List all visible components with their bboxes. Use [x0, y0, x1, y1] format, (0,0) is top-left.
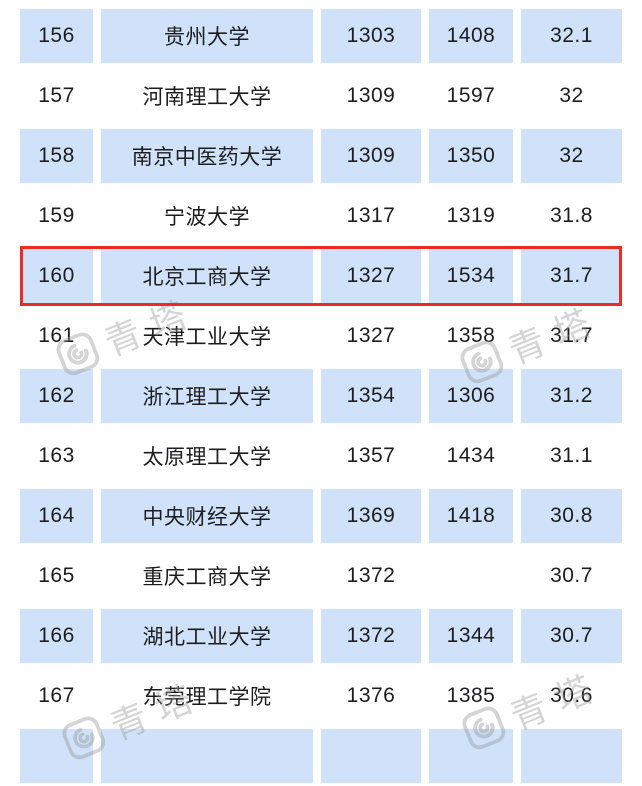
cell-rank: 157	[38, 84, 75, 107]
cell-value1: 1369	[321, 486, 421, 546]
table-row: 167 东莞理工学院 1376 1385 30.6	[20, 666, 622, 726]
cell-name: 河南理工大学	[142, 86, 272, 109]
cell-value1: 1372	[346, 564, 396, 587]
cell-value1: 1309	[321, 126, 421, 186]
cell-value2	[429, 546, 513, 606]
cell-score: 31.2	[521, 366, 622, 426]
cell-value1: 1376	[346, 684, 396, 707]
cell-rank: 164	[20, 486, 93, 546]
table-row: 161 天津工业大学 1327 1358 31.7	[20, 306, 622, 366]
cell-score	[521, 726, 622, 786]
cell-rank: 162	[20, 366, 93, 426]
cell-score: 31.1	[550, 444, 593, 467]
cell-value1: 1309	[346, 84, 396, 107]
cell-name: 浙江理工大学	[101, 366, 313, 426]
cell-name: 贵州大学	[101, 6, 313, 66]
cell-rank: 163	[38, 444, 75, 467]
cell-value1: 1357	[346, 444, 396, 467]
cell-rank: 165	[38, 564, 75, 587]
cell-name: 中央财经大学	[101, 486, 313, 546]
cell-score: 31.8	[550, 204, 593, 227]
cell-value2: 1358	[446, 324, 496, 347]
cell-name: 东莞理工学院	[142, 686, 272, 709]
cell-rank: 159	[38, 204, 75, 227]
cell-value2: 1306	[429, 366, 513, 426]
cell-name: 南京中医药大学	[101, 126, 313, 186]
table-row: 158 南京中医药大学 1309 1350 32	[20, 126, 622, 186]
cell-value1: 1303	[321, 6, 421, 66]
cell-value2: 1534	[429, 246, 513, 306]
cell-value1: 1354	[321, 366, 421, 426]
cell-rank	[20, 726, 93, 786]
table-row	[20, 726, 622, 786]
cell-score: 30.7	[521, 606, 622, 666]
cell-value2: 1418	[429, 486, 513, 546]
cell-value1: 1372	[321, 606, 421, 666]
cell-name: 天津工业大学	[142, 326, 272, 349]
ranking-table: 156 贵州大学 1303 1408 32.1 157 河南理工大学 1309 1597 32 15…	[20, 6, 622, 786]
cell-value1: 1317	[346, 204, 396, 227]
table-row-highlighted: 160 北京工商大学 1327 1534 31.7	[20, 246, 622, 306]
cell-score: 32	[521, 126, 622, 186]
cell-rank: 160	[20, 246, 93, 306]
cell-value2: 1434	[446, 444, 496, 467]
cell-score: 32	[559, 84, 584, 107]
cell-name: 湖北工业大学	[101, 606, 313, 666]
cell-name	[101, 726, 313, 786]
cell-name: 宁波大学	[164, 206, 250, 229]
cell-value2: 1385	[446, 684, 496, 707]
cell-score: 30.6	[550, 684, 593, 707]
cell-value2	[429, 726, 513, 786]
cell-value2: 1408	[429, 6, 513, 66]
cell-score: 30.7	[550, 564, 593, 587]
table-row: 162 浙江理工大学 1354 1306 31.2	[20, 366, 622, 426]
cell-score: 31.7	[521, 246, 622, 306]
cell-value2: 1597	[446, 84, 496, 107]
cell-value2: 1319	[446, 204, 496, 227]
cell-rank: 166	[20, 606, 93, 666]
table-row: 166 湖北工业大学 1372 1344 30.7	[20, 606, 622, 666]
cell-score: 31.7	[550, 324, 593, 347]
cell-value1: 1327	[346, 324, 396, 347]
cell-score: 32.1	[521, 6, 622, 66]
cell-value2: 1350	[429, 126, 513, 186]
table-row: 157 河南理工大学 1309 1597 32	[20, 66, 622, 126]
cell-rank: 158	[20, 126, 93, 186]
table-row: 159 宁波大学 1317 1319 31.8	[20, 186, 622, 246]
cell-name: 太原理工大学	[142, 446, 272, 469]
cell-rank: 156	[20, 6, 93, 66]
table-row: 164 中央财经大学 1369 1418 30.8	[20, 486, 622, 546]
cell-value1: 1327	[321, 246, 421, 306]
cell-value1	[321, 726, 421, 786]
cell-name: 重庆工商大学	[142, 566, 272, 589]
table-row: 156 贵州大学 1303 1408 32.1	[20, 6, 622, 66]
cell-value2: 1344	[429, 606, 513, 666]
cell-name: 北京工商大学	[101, 246, 313, 306]
cell-rank: 167	[38, 684, 75, 707]
cell-score: 30.8	[521, 486, 622, 546]
cell-rank: 161	[38, 324, 75, 347]
table-row: 163 太原理工大学 1357 1434 31.1	[20, 426, 622, 486]
table-row: 165 重庆工商大学 1372 30.7	[20, 546, 622, 606]
